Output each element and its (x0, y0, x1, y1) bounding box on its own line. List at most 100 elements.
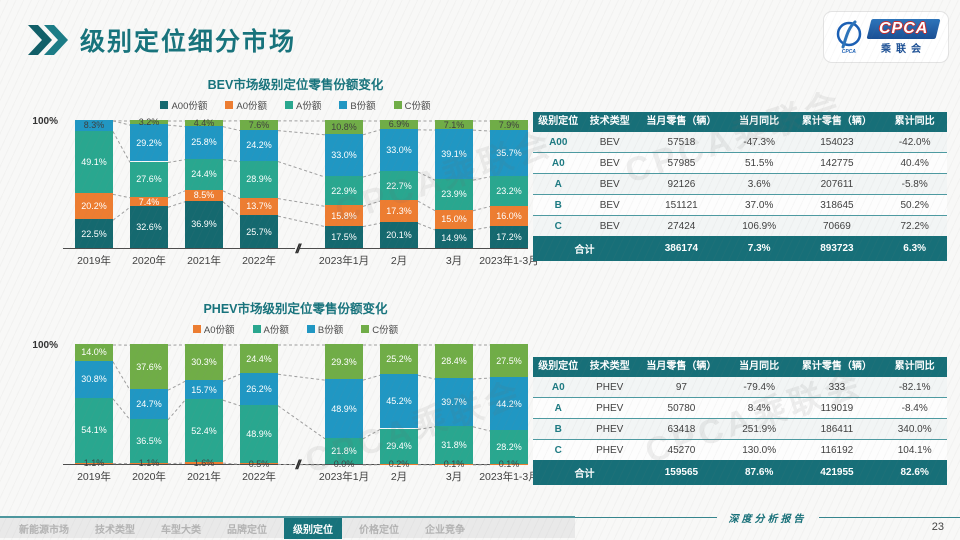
data-label: 48.9% (331, 403, 357, 414)
total-cell: 893723 (791, 236, 883, 261)
table-cell: 27424 (635, 215, 727, 236)
table-cell: -42.0% (898, 136, 931, 148)
data-label: 25.8% (191, 137, 217, 148)
x-axis-label: 2023年1月 (318, 471, 370, 483)
data-label: 49.1% (81, 156, 107, 167)
report-label: 深度分析报告 (728, 513, 807, 525)
total-cell: 421955 (791, 460, 883, 485)
bar-segment-B份额 (325, 133, 363, 177)
legend-swatch (252, 325, 261, 333)
bev-table: 级别定位 技术类型 当月零售（辆） 当月同比 累计零售（辆） 累计同比 A00 BEV 5751… (533, 112, 947, 261)
legend-item: C份额 (393, 98, 431, 112)
emblem-caption: CPCA (841, 48, 856, 55)
footer-tab-6[interactable]: 企业竞争 (425, 524, 465, 536)
column-header: 技术类型 (583, 357, 636, 377)
bar-segment-C份额 (185, 344, 223, 381)
data-table: 级别定位 技术类型 当月零售（辆） 当月同比 累计零售（辆） 累计同比 A00 BEV 5751… (533, 112, 947, 261)
logo-text: CPCA 乘联会 (866, 19, 941, 55)
data-label: 15.0% (441, 214, 467, 225)
table-cell: C (533, 215, 584, 236)
table-cell: 92126 (635, 173, 727, 195)
table-cell: -8.4% (882, 397, 947, 419)
table-cell: 151121 (635, 194, 727, 216)
data-label: 22.7% (386, 180, 412, 191)
data-label: 20.2% (81, 201, 107, 212)
bar-segment-C份额 (325, 120, 363, 134)
x-axis-label: 2021年 (187, 255, 221, 267)
data-label: 25.2% (386, 354, 412, 365)
x-axis-label: 2023年1月 (318, 255, 370, 267)
table-cell: 45270 (635, 439, 727, 460)
data-label: 35.7% (496, 147, 522, 158)
table-row: C PHEV 45270 130.0% 116192 104.1% (533, 439, 947, 460)
footer-tab-3[interactable]: 品牌定位 (227, 524, 267, 536)
table-cell: PHEV (596, 381, 624, 393)
total-cell: 159565 (635, 460, 727, 485)
data-label: 39.7% (441, 396, 467, 407)
table-cell: A (533, 397, 584, 419)
bar-segment-A份额 (185, 158, 223, 190)
data-label: 0.1% (443, 458, 465, 469)
data-label: 30.3% (191, 357, 217, 368)
data-label: 26.2% (246, 384, 272, 394)
table-cell: B (533, 418, 584, 440)
bar-segment-A份额 (435, 179, 473, 210)
table-cell: 57518 (667, 136, 696, 148)
x-axis-label: 2020年 (132, 255, 166, 267)
x-axis-label: 2023年1-3月 (479, 471, 539, 483)
bar-segment-B份额 (240, 129, 278, 161)
column-header: 累计零售（辆） (791, 357, 883, 377)
table-row: A BEV 92126 3.6% 207611 -5.8% (533, 173, 947, 195)
bar-segment-A份额 (380, 171, 418, 201)
bar-segment-A00份额 (240, 215, 278, 248)
phev-table: 级别定位 技术类型 当月零售（辆） 当月同比 累计零售（辆） 累计同比 A0 PHEV 97 -7… (533, 357, 947, 485)
legend-item: A00份额 (160, 98, 207, 112)
table-cell: A0 (551, 381, 565, 393)
table-cell: 8.4% (726, 397, 792, 419)
logo-acronym-banner: CPCA (866, 19, 941, 39)
column-header: 当月同比 (726, 112, 792, 132)
footer-tab-0[interactable]: 新能源市场 (19, 524, 69, 536)
logo-acronym: CPCA (878, 20, 929, 37)
phev-chart-legend: A0份额 A份额 B份额 C份额 (63, 322, 528, 336)
bar-segment-A0份额 (185, 189, 223, 201)
bar-segment-B份额 (240, 373, 278, 405)
data-label: 36.9% (191, 219, 217, 230)
table-cell: PHEV (583, 439, 636, 460)
x-axis-label: 2021年 (187, 471, 221, 483)
total-cell: 6.3% (882, 236, 947, 261)
bar-segment-C份额 (240, 119, 278, 130)
table-cell: BEV (583, 215, 636, 236)
data-label: 36.5% (136, 435, 162, 446)
table-cell: 51.5% (726, 152, 792, 174)
legend-label: C份额 (404, 101, 431, 112)
table-cell: 97 (675, 381, 687, 393)
data-label: 29.2% (136, 137, 162, 148)
x-axis-label: 2020年 (132, 471, 166, 483)
table-cell: 50780 (635, 397, 727, 419)
total-label: 合计 (533, 460, 636, 485)
table-row: A0 PHEV 97 -79.4% 333 -82.1% (533, 377, 947, 398)
footer-tab-1[interactable]: 技术类型 (95, 524, 135, 536)
bar-segment-C份额 (490, 344, 528, 377)
footer-tab-2[interactable]: 车型大类 (161, 524, 201, 536)
data-label: 28.2% (496, 441, 522, 452)
column-header: 累计同比 (882, 357, 947, 377)
table-cell: 119019 (791, 397, 883, 419)
bar-segment-C份额 (380, 344, 418, 375)
legend-item: A0份额 (225, 98, 267, 112)
y-axis-max-label: 100% (32, 116, 58, 127)
column-header: 技术类型 (583, 112, 636, 132)
x-axis-label: 3月 (445, 255, 463, 267)
bar-segment-A份额 (490, 430, 528, 464)
footer-tab-4[interactable]: 级别定位 (284, 517, 342, 539)
bar-segment-A份额 (380, 428, 418, 464)
footer-tab-5[interactable]: 价格定位 (359, 524, 399, 536)
bar-segment-A00份额 (435, 228, 473, 248)
table-cell: 50.2% (882, 194, 947, 216)
bar-segment-C份额 (435, 120, 473, 130)
bar-segment-A0份额 (435, 209, 473, 229)
total-row: 合计 159565 87.6% 421955 82.6% (533, 460, 947, 485)
table-row: A0 BEV 57985 51.5% 142775 40.4% (533, 152, 947, 174)
table-cell: 70669 (791, 215, 883, 236)
